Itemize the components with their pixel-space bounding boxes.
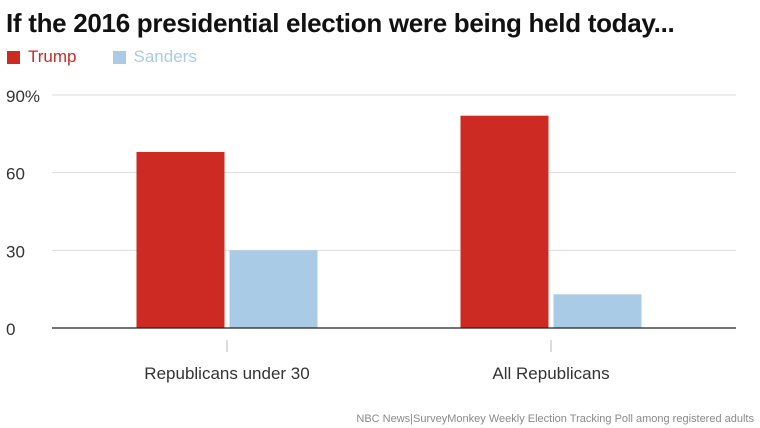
y-tick-label: 0	[6, 320, 15, 339]
y-tick-label: 30	[6, 242, 25, 261]
bar-sanders-1	[229, 250, 318, 328]
legend-item-trump: Trump	[7, 47, 77, 67]
bar-trump-1	[136, 151, 225, 328]
y-tick-label: 60	[6, 165, 25, 184]
legend-label-trump: Trump	[28, 47, 77, 66]
y-tick-label: 90%	[6, 87, 40, 106]
bar-sanders-2	[553, 294, 642, 328]
chart-title: If the 2016 presidential election were b…	[6, 8, 675, 38]
legend-swatch-sanders	[112, 50, 126, 64]
legend-label-sanders: Sanders	[133, 47, 197, 66]
x-category-label: All Republicans	[492, 364, 609, 383]
bar-trump-2	[460, 115, 549, 328]
source-note: NBC News|SurveyMonkey Weekly Election Tr…	[356, 413, 754, 425]
x-category-label: Republicans under 30	[144, 364, 309, 383]
legend-item-sanders: Sanders	[112, 47, 197, 67]
legend-swatch-trump	[7, 50, 20, 64]
legend: Trump Sanders	[7, 47, 233, 67]
